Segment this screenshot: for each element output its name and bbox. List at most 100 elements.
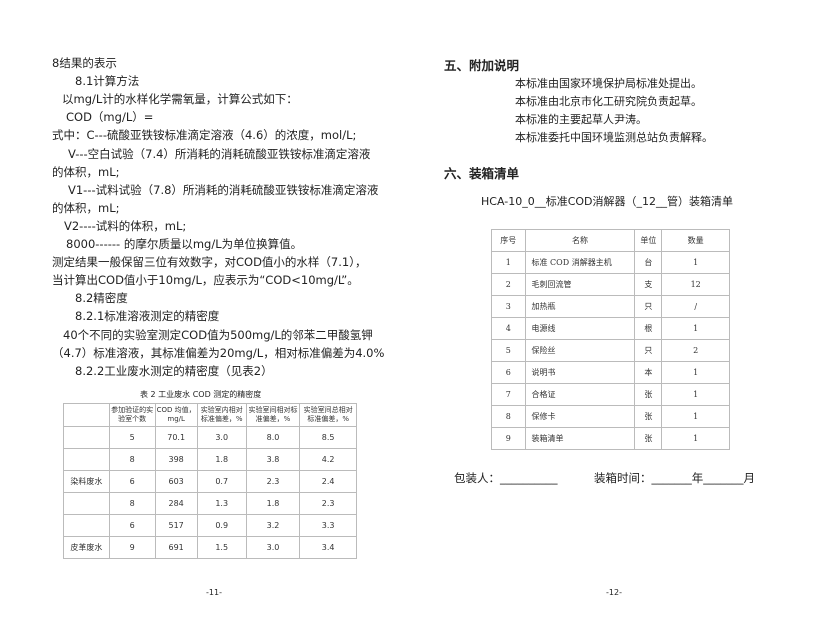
table-cell: 1	[491, 251, 526, 274]
table-cell	[63, 492, 110, 515]
table-header-row: 参加验证的实验室个数 COD 均值，mg/L 实验室内相对标准偏差，% 实验室间相对标…	[63, 403, 357, 427]
section5-title: 五、附加说明	[444, 58, 520, 73]
body-line: COD（mg/L）=	[66, 110, 154, 125]
body-line: V2----试料的体积，mL;	[64, 218, 187, 233]
note-line: 本标准的主要起草人尹涛。	[515, 113, 647, 126]
table-cell: /	[661, 295, 730, 318]
table-cell: 序号	[491, 229, 526, 252]
table-cell: 台	[634, 251, 663, 274]
table-cell: 根	[634, 317, 663, 340]
table-row: 染料废水 6 603 0.7 2.3 2.4	[63, 470, 357, 493]
packing-table: 序号 名称 单位 数量 1 标准 COD 消解器主机台 1 2 毛刺回流管支 12 3 加热瓶只/4 电…	[491, 229, 730, 450]
table-cell: 2	[491, 273, 526, 296]
table-row: 4 电源线根 1	[491, 317, 730, 340]
table-cell: 只	[634, 295, 663, 318]
table-cell: 1.5	[196, 536, 247, 559]
table-cell: 1.8	[245, 492, 301, 515]
table-cell: 支	[634, 273, 663, 296]
table-cell: 2.4	[299, 470, 357, 493]
table-cell: 6	[491, 361, 526, 384]
table-cell: 3.2	[245, 514, 301, 537]
table-cell: 标准 COD 消解器主机	[524, 251, 636, 274]
table-cell: 2	[661, 339, 730, 362]
table-cell: 1	[661, 317, 730, 340]
table-cell: 1	[661, 405, 730, 428]
table-cell: 保修卡	[524, 405, 636, 428]
body-line: 8000------ 的摩尔质量以mg/L为单位换算值。	[66, 237, 303, 251]
body-line: 8.2.1标准溶液测定的精密度	[75, 309, 220, 324]
section6-title: 六、装箱清单	[444, 166, 520, 181]
table-cell: 张	[634, 405, 663, 428]
body-line: 当计算出COD值小于10mg/L，应表示为“COD<10mg/L”。	[52, 273, 359, 288]
table-cell: 6	[108, 470, 156, 493]
table-cell	[63, 426, 110, 449]
table-cell: 1	[661, 361, 730, 384]
table-cell: 4.2	[299, 448, 357, 471]
page-number-right: -12-	[606, 588, 622, 597]
table-cell: 电源线	[524, 317, 636, 340]
table-row: 3 加热瓶只 /	[491, 295, 730, 318]
table-cell: 3.8	[245, 448, 301, 471]
table-row: 6 说明书本 1	[491, 361, 730, 384]
body-line: 的体积，mL;	[52, 200, 120, 215]
table-cell: 2.3	[245, 470, 301, 493]
table-header-row: 序号 名称 单位 数量	[491, 229, 730, 252]
table-cell: 5	[491, 339, 526, 362]
table-row: 5 保险丝只 2	[491, 339, 730, 362]
table-cell: 3	[491, 295, 526, 318]
table-cell: 说明书	[524, 361, 636, 384]
table-cell: 实验室间相对标准偏差，%	[245, 403, 301, 427]
table-cell: 张	[634, 427, 663, 450]
table-row: 8 保修卡张 1	[491, 405, 730, 428]
table-cell: 6	[108, 514, 156, 537]
table-cell	[63, 448, 110, 471]
table-cell: 实验室间总相对标准偏差，%	[299, 403, 357, 427]
note-line: 本标准由国家环境保护局标准处提出。	[515, 77, 702, 90]
body-line: V1---试料试验（7.8）所消耗的消耗硫酸亚铁铵标准滴定溶液	[68, 182, 379, 197]
table-cell: 3.3	[299, 514, 357, 537]
body-line: 8.2精密度	[75, 291, 128, 306]
body-line: V---空白试验（7.4）所消耗的消耗硫酸亚铁铵标准滴定溶液	[68, 146, 371, 161]
table-cell: 8	[108, 492, 156, 515]
packer-label: 包装人：__________	[454, 471, 558, 485]
table-cell: 0.9	[196, 514, 247, 537]
table-cell: 1.3	[196, 492, 247, 515]
body-line: 测定结果一般保留三位有效数字，对COD值小的水样（7.1），	[52, 255, 367, 270]
body-line: 40个不同的实验室测定COD值为500mg/L的邻苯二甲酸氢钾	[63, 327, 373, 342]
pack-time-label: 装箱时间：_______年_______月	[594, 471, 755, 485]
table-cell: 70.1	[154, 426, 198, 449]
table-row: 8 284 1.3 1.8 2.3	[63, 492, 357, 515]
table-row: 8 398 1.8 3.8 4.2	[63, 448, 357, 471]
table-cell: 5	[108, 426, 156, 449]
table-cell: 603	[154, 470, 198, 493]
table-cell	[63, 403, 110, 427]
table-cell: 毛刺回流管	[524, 273, 636, 296]
table-cell: 4	[491, 317, 526, 340]
table-cell: 1	[661, 383, 730, 406]
table-cell: 装箱清单	[524, 427, 636, 450]
table-cell: 7	[491, 383, 526, 406]
body-line: 8结果的表示	[52, 56, 117, 70]
table-row: 9 装箱清单张 1	[491, 427, 730, 450]
page-number-left: -11-	[206, 588, 222, 597]
body-line: 式中：C---硫酸亚铁铵标准滴定溶液（4.6）的浓度，mol/L;	[52, 128, 357, 143]
table-cell: 398	[154, 448, 198, 471]
table-cell: 2.3	[299, 492, 357, 515]
table-cell: 517	[154, 514, 198, 537]
table-cell: 9	[108, 536, 156, 559]
body-line: 以mg/L计的水样化学需氧量，计算公式如下：	[62, 92, 298, 107]
table-cell: 691	[154, 536, 198, 559]
table-cell: 284	[154, 492, 198, 515]
table2-caption: 表 2 工业废水 COD 测定的精密度	[140, 390, 262, 399]
table-cell: 数量	[661, 229, 730, 252]
table-cell: 皮革废水	[63, 536, 110, 559]
table-cell: 8.5	[299, 426, 357, 449]
body-line: 的体积，mL;	[52, 164, 120, 179]
table-cell: 3.0	[245, 536, 301, 559]
table-row: 6 517 0.9 3.2 3.3	[63, 514, 357, 537]
table-cell: 张	[634, 383, 663, 406]
table-cell: 本	[634, 361, 663, 384]
table-cell: 8	[491, 405, 526, 428]
table-cell: 实验室内相对标准偏差，%	[196, 403, 247, 427]
